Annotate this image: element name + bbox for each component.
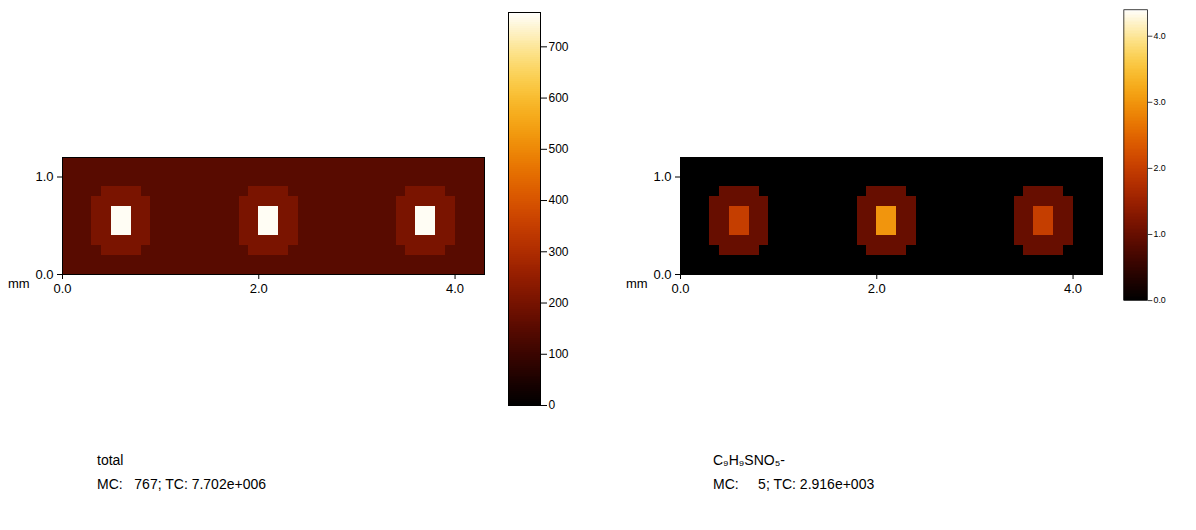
svg-text:1.0: 1.0 (35, 169, 53, 184)
svg-text:500: 500 (549, 142, 569, 156)
svg-text:100: 100 (549, 347, 569, 361)
html-text:total: total (97, 452, 124, 468)
svg-text:200: 200 (549, 296, 569, 310)
svg-text:0.0: 0.0 (653, 267, 671, 282)
svg-text:0.0: 0.0 (671, 281, 689, 296)
svg-text:0.0: 0.0 (1153, 295, 1165, 305)
svg-text:4.0: 4.0 (1064, 281, 1082, 296)
html-text:MC: 767; TC: 7.702e+006: MC: 767; TC: 7.702e+006 (97, 476, 266, 492)
svg-text:4.0: 4.0 (446, 281, 464, 296)
svg-text:1.0: 1.0 (653, 169, 671, 184)
svg-text:600: 600 (549, 91, 569, 105)
html-text:mm: mm (8, 276, 30, 291)
svg-text:300: 300 (549, 245, 569, 259)
svg-text:1.0: 1.0 (1153, 229, 1165, 239)
html-text:MC: 5; TC: 2.916e+003: MC: 5; TC: 2.916e+003 (713, 476, 875, 492)
svg-text:0.0: 0.0 (35, 267, 53, 282)
svg-text:400: 400 (549, 193, 569, 207)
svg-text:2.0: 2.0 (1153, 163, 1165, 173)
svg-text:0.0: 0.0 (53, 281, 71, 296)
svg-text:700: 700 (549, 40, 569, 54)
html-text:C₉H₉SNO₅-: C₉H₉SNO₅- (713, 452, 785, 468)
svg-text:4.0: 4.0 (1153, 31, 1165, 41)
svg-text:2.0: 2.0 (868, 281, 886, 296)
svg-text:3.0: 3.0 (1153, 97, 1165, 107)
svg-text:2.0: 2.0 (250, 281, 268, 296)
html-text:mm: mm (626, 276, 648, 291)
svg-text:0: 0 (549, 398, 556, 412)
